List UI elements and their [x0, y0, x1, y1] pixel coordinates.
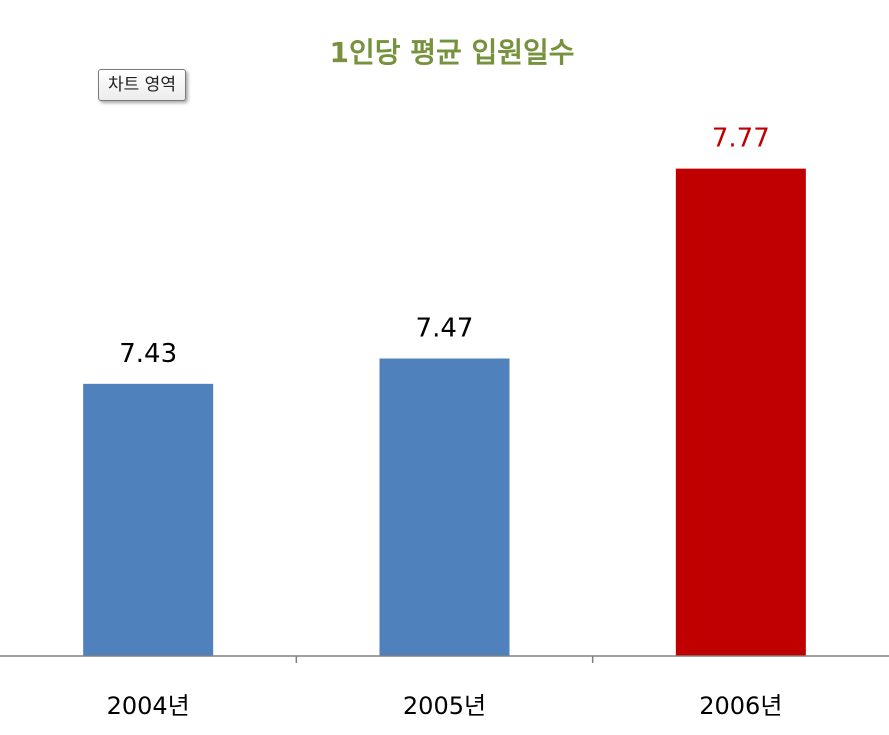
- data-label: 7.47: [416, 314, 474, 344]
- x-tick-label: 2005년: [403, 692, 486, 720]
- value-labels-group: 7.43 2004년 7.47 2005년 7.77 2006년: [107, 124, 783, 720]
- x-tick-label: 2006년: [699, 692, 782, 720]
- bar-2004년: [83, 383, 214, 656]
- x-axis: [0, 655, 889, 663]
- chart-area-tooltip: 차트 영역: [98, 69, 186, 101]
- x-tick-label: 2004년: [107, 692, 190, 720]
- chart-title: 1인당 평균 입원일수: [329, 36, 574, 69]
- bars-group: [83, 168, 806, 656]
- data-label: 7.43: [119, 339, 177, 369]
- bar-2006년: [675, 168, 806, 656]
- data-label: 7.77: [712, 124, 770, 154]
- bar-2005년: [379, 358, 510, 656]
